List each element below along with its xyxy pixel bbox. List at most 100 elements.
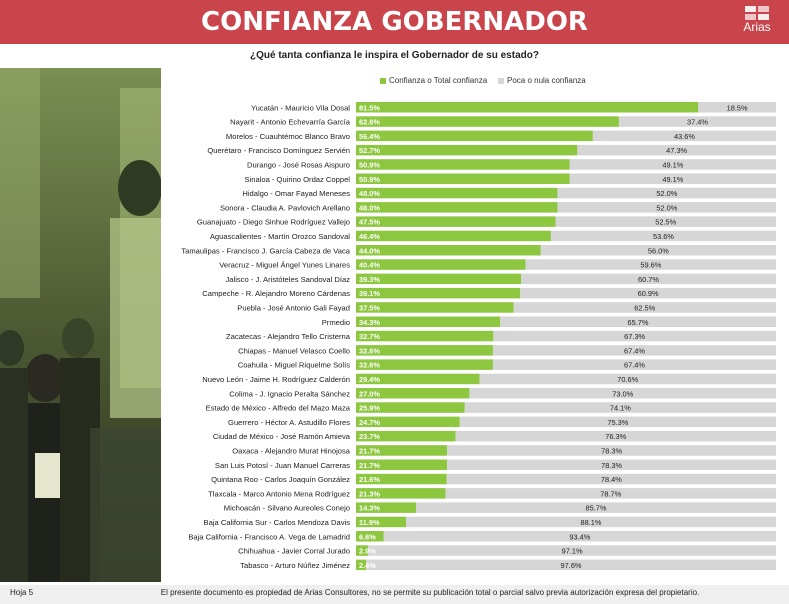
bar-poca	[446, 473, 776, 485]
category-label: Quintana Roo - Carlos Joaquín González	[211, 475, 350, 484]
data-label-confianza: 34.3%	[359, 318, 380, 327]
bar-poca	[405, 516, 776, 528]
data-label-confianza: 32.6%	[359, 346, 380, 355]
bar-poca	[525, 259, 776, 270]
bar-confianza	[356, 373, 480, 385]
data-label-confianza: 29.4%	[359, 375, 380, 384]
bar-confianza	[356, 230, 551, 242]
data-label-poca: 73.0%	[612, 389, 633, 398]
bar-poca	[618, 116, 776, 127]
category-label: Baja California - Francisco A. Vega de L…	[188, 532, 350, 541]
category-label: Aguascalientes - Martín Orozco Sandoval	[210, 232, 350, 241]
data-label-poca: 76.3%	[605, 432, 626, 441]
data-label-poca: 65.7%	[628, 318, 649, 327]
data-label-confianza: 46.4%	[359, 232, 380, 241]
bar-confianza	[356, 130, 593, 142]
data-label-poca: 67.4%	[624, 361, 645, 370]
category-label: Sinaloa - Quirino Ordaz Coppel	[244, 175, 350, 184]
bar-confianza	[356, 416, 460, 428]
logo-text: Arias	[743, 20, 771, 34]
data-label-confianza: 48.0%	[359, 189, 380, 198]
footer-note: El presente documento es propiedad de Ar…	[160, 588, 700, 597]
data-label-confianza: 21.6%	[359, 475, 380, 484]
bar-poca	[557, 202, 776, 213]
bar-poca	[479, 373, 776, 385]
bar-confianza	[356, 187, 558, 199]
data-label-confianza: 44.0%	[359, 246, 380, 255]
bar-poca	[492, 359, 776, 370]
category-label: Chiapas - Manuel Velasco Coello	[238, 346, 350, 355]
bar-poca	[447, 459, 776, 470]
bar-poca	[383, 531, 776, 542]
bar-confianza	[356, 259, 526, 270]
category-label: Tlaxcala - Marco Antonio Mena Rodríguez	[208, 489, 350, 498]
category-label: Colima - J. Ignacio Peralta Sánchez	[229, 389, 350, 398]
category-label: Jalisco - J. Aristóteles Sandoval Díaz	[225, 275, 350, 284]
question-text: ¿Qué tanta confianza le inspira el Gober…	[250, 50, 539, 61]
category-label: Campeche - R. Alejandro Moreno Cárdenas	[202, 289, 350, 298]
data-label-confianza: 37.5%	[359, 303, 380, 312]
bar-confianza	[356, 330, 494, 342]
bar-poca	[513, 302, 776, 313]
bar-poca	[540, 245, 776, 256]
category-label: Estado de México - Alfredo del Mazo Maza	[206, 404, 351, 413]
category-label: Guanajuato - Diego Sinhue Rodríguez Vall…	[197, 218, 350, 227]
data-label-confianza: 39.1%	[359, 289, 380, 298]
data-label-confianza: 21.3%	[359, 489, 380, 498]
data-label-confianza: 32.7%	[359, 332, 380, 341]
bar-poca	[493, 330, 776, 342]
data-label-poca: 78.3%	[601, 461, 622, 470]
bar-confianza	[356, 445, 448, 456]
bar-poca	[577, 144, 776, 156]
data-label-poca: 97.6%	[561, 561, 582, 570]
data-label-confianza: 39.3%	[359, 275, 380, 284]
bar-poca	[557, 187, 776, 199]
bar-poca	[416, 502, 776, 513]
data-label-confianza: 50.9%	[359, 160, 380, 169]
data-label-confianza: 48.0%	[359, 203, 380, 212]
data-label-poca: 49.1%	[662, 175, 683, 184]
bar-confianza	[356, 273, 522, 285]
logo-mark-icon	[745, 6, 769, 20]
bar-confianza	[356, 473, 447, 485]
data-label-poca: 97.1%	[562, 547, 583, 556]
data-label-poca: 88.1%	[581, 518, 602, 527]
data-label-poca: 67.4%	[624, 346, 645, 355]
category-label: Durango - José Rosas Aispuro	[247, 160, 350, 169]
bar-confianza	[356, 216, 556, 227]
bar-confianza	[356, 388, 470, 399]
category-label: Tabasco - Arturo Núñez Jiménez	[240, 561, 350, 570]
bar-confianza	[356, 516, 406, 528]
bar-confianza	[356, 545, 369, 556]
data-label-confianza: 21.7%	[359, 446, 380, 455]
category-label: Sonora - Claudia A. Pavlovich Arellano	[220, 203, 350, 212]
data-label-confianza: 24.7%	[359, 418, 380, 427]
data-label-poca: 59.6%	[640, 261, 661, 270]
data-label-confianza: 56.4%	[359, 132, 380, 141]
bar-confianza	[356, 102, 699, 113]
crowd-photo	[0, 68, 161, 582]
data-label-poca: 75.3%	[607, 418, 628, 427]
category-label: Guerrero - Héctor A. Astudillo Flores	[228, 418, 350, 427]
category-label: Nayarit - Antonio Echevarría García	[230, 118, 351, 127]
page-number: Hoja 5	[10, 588, 34, 597]
data-label-poca: 37.4%	[687, 118, 708, 127]
bar-poca	[469, 388, 776, 399]
bar-confianza	[356, 159, 570, 170]
data-label-confianza: 62.6%	[359, 118, 380, 127]
data-label-confianza: 50.9%	[359, 175, 380, 184]
category-label: Hidalgo - Omar Fayad Meneses	[242, 189, 350, 198]
bar-confianza	[356, 531, 384, 542]
data-label-poca: 56.0%	[648, 246, 669, 255]
category-label: Oaxaca - Alejandro Murat Hinojosa	[232, 446, 351, 455]
data-label-poca: 60.7%	[638, 275, 659, 284]
data-label-poca: 43.6%	[674, 132, 695, 141]
footer-bar	[0, 585, 789, 604]
bar-confianza	[356, 359, 493, 370]
data-label-confianza: 52.7%	[359, 146, 380, 155]
data-label-poca: 49.1%	[662, 160, 683, 169]
data-label-poca: 52.0%	[656, 189, 677, 198]
bar-poca	[521, 273, 776, 285]
bar-confianza	[356, 245, 541, 256]
category-label: Michoacán - Silvano Aureoles Conejo	[224, 504, 350, 513]
